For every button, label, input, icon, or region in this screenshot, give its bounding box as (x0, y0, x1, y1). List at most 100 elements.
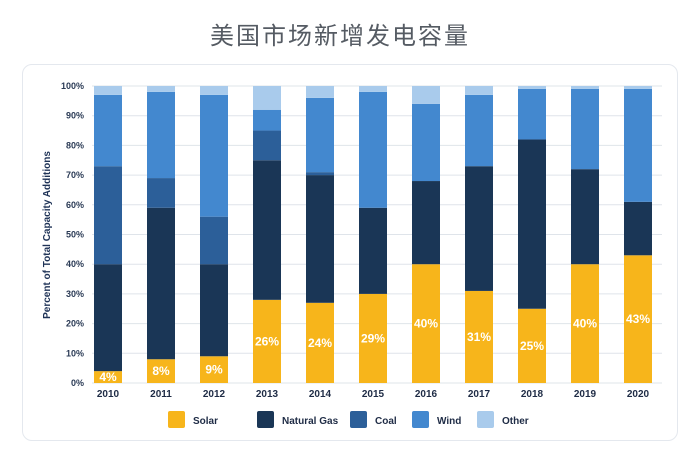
x-tick-label: 2018 (521, 389, 544, 400)
bar-segment-other (465, 86, 493, 95)
chart-panel (22, 64, 678, 441)
bar-segment-solar (359, 293, 387, 383)
bar-segment-wind (200, 94, 228, 217)
data-labels: 4% 8% 9% 26% 24% 29% 40% 31% 25% 40% 43% (99, 312, 650, 384)
bar-segment-solar (412, 264, 440, 383)
bar-segment-solar (465, 290, 493, 383)
bar-segment-coal (94, 166, 122, 265)
bar-segment-other (94, 86, 122, 95)
bar-segment-natural-gas (624, 201, 652, 256)
bar-segment-other (253, 86, 281, 110)
y-tick-label: 0% (71, 378, 84, 388)
x-tick-label: 2014 (309, 389, 332, 400)
bar-segment-other (412, 86, 440, 104)
legend-swatch (350, 411, 367, 428)
bar-segment-solar (147, 359, 175, 383)
bar-segment-natural-gas (412, 181, 440, 265)
bar-segment-other (518, 86, 546, 89)
bar-segment-other (624, 86, 652, 89)
bar-segment-natural-gas (200, 264, 228, 357)
bar-segment-other (359, 86, 387, 92)
solar-data-label: 40% (414, 317, 438, 331)
bar-segment-other (306, 86, 334, 98)
bar-segment-wind (412, 103, 440, 182)
legend-swatch (257, 411, 274, 428)
solar-data-label: 4% (99, 370, 117, 384)
bar-segment-natural-gas (571, 169, 599, 265)
bar-segment-other (571, 86, 599, 89)
bar-segment-other (200, 86, 228, 95)
bar-segment-natural-gas (518, 139, 546, 309)
bar-segment-wind (306, 97, 334, 173)
y-axis-title: Percent of Total Capacity Additions (42, 151, 53, 319)
bar-segment-wind (571, 88, 599, 170)
solar-data-label: 40% (573, 317, 597, 331)
bar-segment-solar (200, 356, 228, 383)
bar-segment-wind (253, 109, 281, 131)
bar-segment-natural-gas (306, 175, 334, 303)
bar-segment-solar (518, 308, 546, 383)
bar-segment-solar (624, 255, 652, 383)
y-tick-label: 80% (66, 140, 84, 150)
bar-segment-solar (571, 264, 599, 383)
bar-segment-wind (518, 88, 546, 140)
legend-label: Solar (193, 416, 218, 427)
x-tick-label: 2015 (362, 389, 385, 400)
y-tick-label: 20% (66, 319, 84, 329)
solar-data-label: 24% (308, 336, 332, 350)
solar-data-label: 29% (361, 331, 385, 345)
y-tick-label: 100% (61, 81, 84, 91)
y-tick-label: 50% (66, 230, 84, 240)
bar-segment-natural-gas (359, 207, 387, 294)
legend-swatch (168, 411, 185, 428)
bar-segment-wind (147, 91, 175, 179)
x-tick-label: 2020 (627, 389, 650, 400)
page-title: 美国市场新增发电容量 (210, 22, 470, 50)
bar-segment-natural-gas (253, 160, 281, 300)
x-tick-label: 2011 (150, 389, 172, 400)
legend: Solar Natural Gas Coal Wind Other (168, 411, 529, 428)
bars (94, 86, 652, 383)
bar-segment-coal (253, 130, 281, 161)
y-tick-label: 60% (66, 200, 84, 210)
legend-label: Natural Gas (282, 416, 339, 427)
solar-data-label: 9% (205, 363, 223, 377)
y-tick-label: 90% (66, 111, 84, 121)
y-tick-label: 70% (66, 170, 84, 180)
bar-segment-natural-gas (94, 264, 122, 372)
legend-label: Wind (437, 416, 461, 427)
y-tick-label: 10% (66, 348, 84, 358)
bar-segment-other (147, 86, 175, 92)
y-tick-label: 40% (66, 259, 84, 269)
axis-ticks: 0% 10% 20% 30% 40% 50% 60% 70% 80% 90% 100% 2010 201… (61, 81, 650, 400)
bar-segment-coal (306, 172, 334, 176)
bar-segment-solar (253, 299, 281, 383)
x-tick-label: 2013 (256, 389, 279, 400)
bar-segment-wind (465, 94, 493, 167)
bar-segment-coal (200, 216, 228, 265)
bar-segment-solar (306, 302, 334, 383)
bar-segment-wind (359, 91, 387, 208)
bar-segment-solar (94, 371, 122, 383)
x-tick-label: 2016 (415, 389, 438, 400)
legend-swatch (412, 411, 429, 428)
bar-segment-natural-gas (147, 207, 175, 360)
bar-segment-wind (94, 94, 122, 167)
solar-data-label: 8% (152, 364, 170, 378)
legend-swatch (477, 411, 494, 428)
x-tick-label: 2017 (468, 389, 491, 400)
solar-data-label: 43% (626, 312, 650, 326)
legend-label: Coal (375, 416, 397, 427)
y-tick-label: 30% (66, 289, 84, 299)
solar-data-label: 31% (467, 330, 491, 344)
x-tick-label: 2010 (97, 389, 120, 400)
bar-segment-wind (624, 88, 652, 202)
bar-segment-natural-gas (465, 166, 493, 291)
bar-segment-coal (147, 178, 175, 208)
legend-label: Other (502, 416, 529, 427)
x-tick-label: 2012 (203, 389, 226, 400)
solar-data-label: 26% (255, 334, 279, 348)
x-tick-label: 2019 (574, 389, 597, 400)
solar-data-label: 25% (520, 339, 544, 353)
